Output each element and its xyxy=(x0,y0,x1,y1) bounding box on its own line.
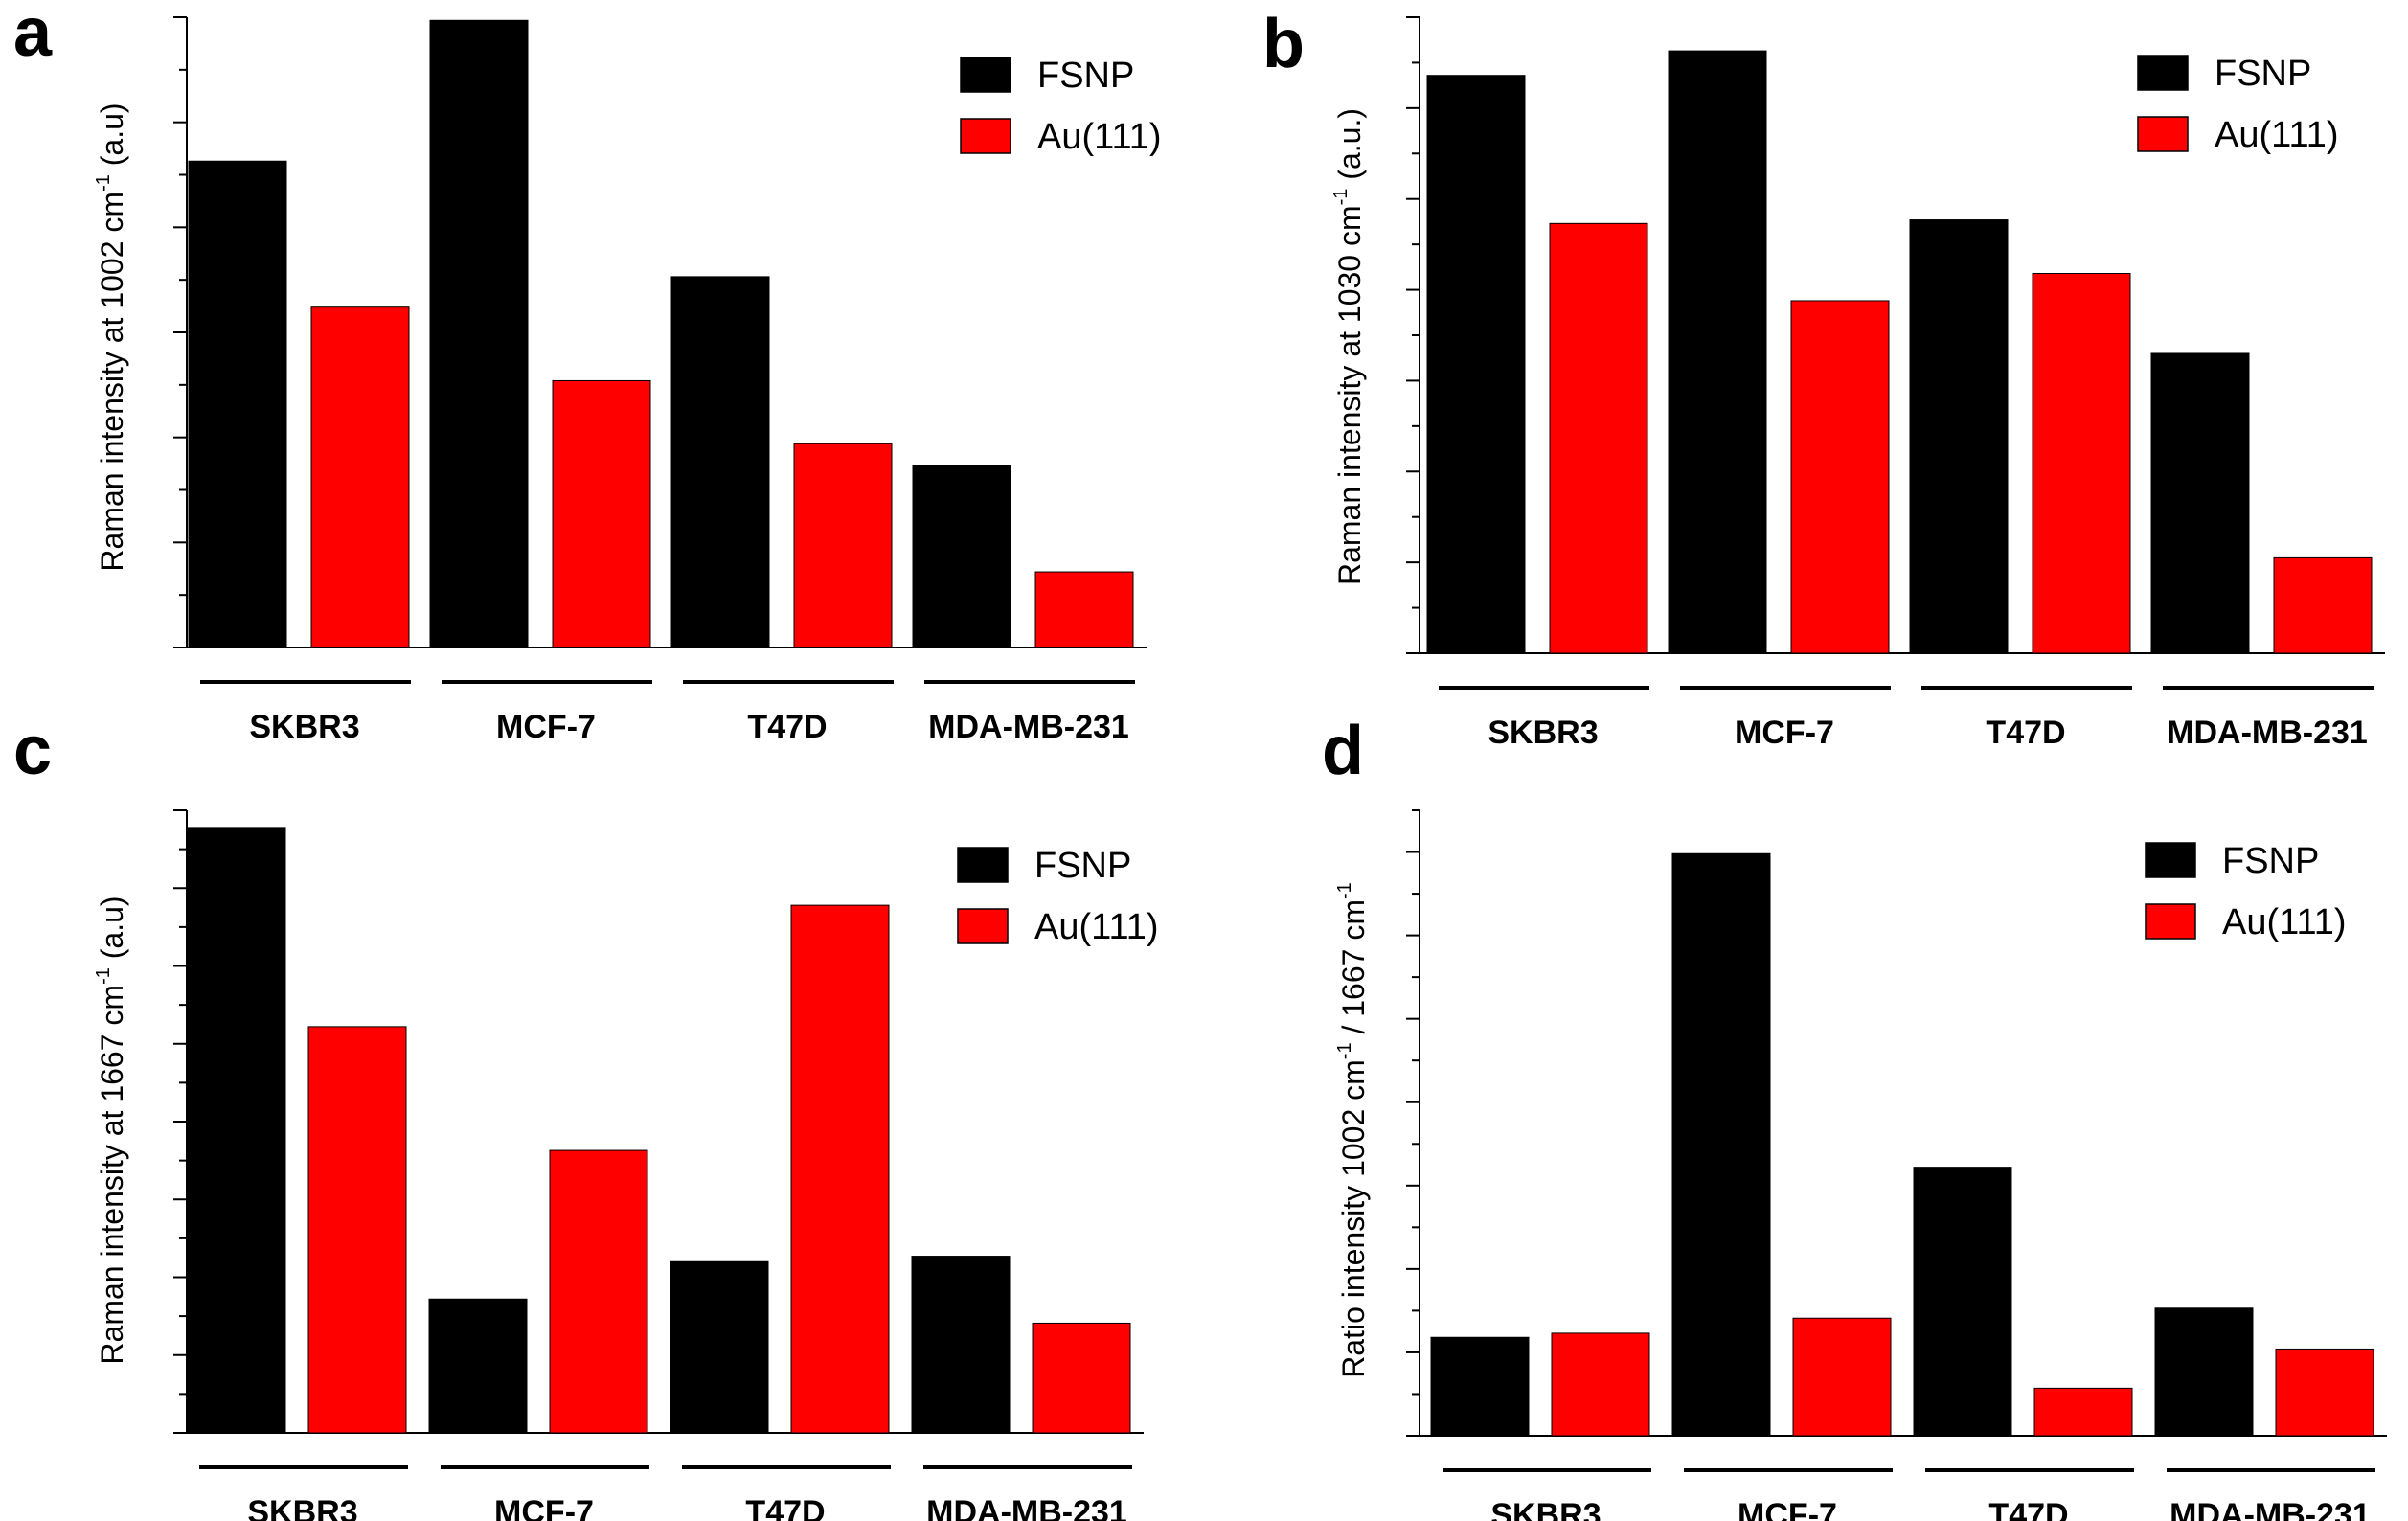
legend: FSNP Au(111) xyxy=(2137,54,2339,155)
x-category-label: MDA-MB-231 xyxy=(2167,715,2368,751)
x-category-label: SKBR3 xyxy=(249,709,359,745)
bar-au-111--t47d xyxy=(2032,272,2131,654)
chart-panel-c: c Raman intensity at 1667 cm-1 (a.u) SKBR3… xyxy=(13,713,1159,1521)
legend-label: FSNP xyxy=(2215,54,2311,94)
y-axis-label: Ratio intensity 1002 cm-1 / 1667 cm-1 xyxy=(1334,882,1371,1378)
x-category-label: MCF-7 xyxy=(496,709,596,745)
chart-panel-b: b Raman intensity at 1030 cm-1 (a.u.) SKBR… xyxy=(1262,6,2385,751)
bar-au-111--t47d xyxy=(790,904,890,1434)
y-axis xyxy=(1406,809,1420,1437)
bar-au-111--mcf-7 xyxy=(1790,300,1890,654)
bar-fsnp-mcf-7 xyxy=(1671,852,1771,1437)
bar-au-111--t47d xyxy=(2033,1387,2133,1437)
bar-au-111--skbr3 xyxy=(307,1026,407,1434)
x-category-label: T47D xyxy=(1986,715,2065,751)
legend-swatch-fsnp xyxy=(2145,842,2196,878)
bar-au-111--t47d xyxy=(793,443,893,648)
bar-fsnp-mda-mb-231 xyxy=(2150,352,2250,654)
y-axis-label: Raman intensity at 1002 cm-1 (a.u) xyxy=(93,102,129,571)
bar-au-111--mcf-7 xyxy=(549,1149,648,1434)
bar-au-111--mda-mb-231 xyxy=(1032,1322,1131,1434)
bar-fsnp-skbr3 xyxy=(1426,75,1526,654)
bar-au-111--mda-mb-231 xyxy=(1034,571,1134,648)
legend: FSNP Au(111) xyxy=(957,846,1159,947)
legend-label: FSNP xyxy=(1037,56,1134,96)
bar-fsnp-mcf-7 xyxy=(428,1298,528,1434)
legend-label: Au(111) xyxy=(2222,902,2347,942)
legend-label: FSNP xyxy=(1034,846,1131,886)
x-category-label: T47D xyxy=(747,709,827,745)
y-axis-label: Raman intensity at 1030 cm-1 (a.u.) xyxy=(1330,108,1367,585)
y-axis-label: Raman intensity at 1667 cm-1 (a.u) xyxy=(93,896,129,1364)
bar-fsnp-mda-mb-231 xyxy=(912,465,1011,648)
legend-swatch-au-111- xyxy=(957,908,1009,944)
bar-au-111--skbr3 xyxy=(1549,222,1648,654)
y-axis xyxy=(1406,16,1420,654)
x-category-label: T47D xyxy=(1988,1497,2068,1521)
bar-au-111--skbr3 xyxy=(310,306,410,648)
x-category-label: MCF-7 xyxy=(1738,1497,1837,1521)
legend-swatch-fsnp xyxy=(957,847,1009,883)
x-category-label: SKBR3 xyxy=(247,1494,357,1521)
legend-label: Au(111) xyxy=(2215,115,2339,155)
bar-fsnp-skbr3 xyxy=(1430,1336,1530,1437)
legend: FSNP Au(111) xyxy=(2145,841,2347,942)
x-category-label: MDA-MB-231 xyxy=(926,1494,1127,1521)
bar-fsnp-mda-mb-231 xyxy=(911,1256,1011,1434)
bar-fsnp-t47d xyxy=(670,276,770,648)
legend-label: Au(111) xyxy=(1034,907,1159,947)
bar-fsnp-mcf-7 xyxy=(1668,50,1767,654)
x-category-label: MDA-MB-231 xyxy=(2169,1497,2371,1521)
bar-au-111--skbr3 xyxy=(1551,1332,1650,1437)
x-category-label: SKBR3 xyxy=(1490,1497,1601,1521)
x-category-label: T47D xyxy=(745,1494,825,1521)
bar-fsnp-t47d xyxy=(1913,1167,2012,1437)
bar-au-111--mda-mb-231 xyxy=(2275,1348,2374,1437)
x-category-label: MDA-MB-231 xyxy=(928,709,1129,745)
legend-label: Au(111) xyxy=(1037,117,1162,157)
chart-panel-a: a Raman intensity at 1002 cm-1 (a.u) SKBR3… xyxy=(13,0,1162,745)
bar-au-111--mcf-7 xyxy=(552,379,651,648)
legend: FSNP Au(111) xyxy=(960,56,1162,157)
bar-fsnp-skbr3 xyxy=(187,827,286,1434)
legend-label: FSNP xyxy=(2222,841,2319,881)
panel-letter-d: d xyxy=(1322,713,1364,789)
x-category-label: MCF-7 xyxy=(1735,715,1834,751)
panel-letter-a: a xyxy=(13,0,53,71)
legend-swatch-au-111- xyxy=(2137,116,2189,152)
y-axis xyxy=(173,809,188,1434)
panel-letter-c: c xyxy=(13,713,52,789)
panel-letter-b: b xyxy=(1262,6,1305,82)
bar-fsnp-mcf-7 xyxy=(429,19,529,648)
legend-swatch-au-111- xyxy=(960,118,1011,154)
legend-swatch-fsnp xyxy=(960,57,1011,93)
bar-au-111--mda-mb-231 xyxy=(2273,556,2373,654)
bar-fsnp-t47d xyxy=(670,1260,769,1434)
x-category-label: SKBR3 xyxy=(1488,715,1598,751)
bar-fsnp-skbr3 xyxy=(188,160,287,648)
bar-fsnp-mda-mb-231 xyxy=(2154,1307,2254,1437)
y-axis xyxy=(173,16,188,648)
legend-swatch-au-111- xyxy=(2145,903,2196,940)
chart-panel-d: d Ratio intensity 1002 cm-1 / 1667 cm-1 SK… xyxy=(1322,713,2387,1521)
bar-fsnp-t47d xyxy=(1909,219,2009,654)
x-category-label: MCF-7 xyxy=(494,1494,594,1521)
bar-au-111--mcf-7 xyxy=(1792,1317,1892,1437)
legend-swatch-fsnp xyxy=(2137,55,2189,91)
